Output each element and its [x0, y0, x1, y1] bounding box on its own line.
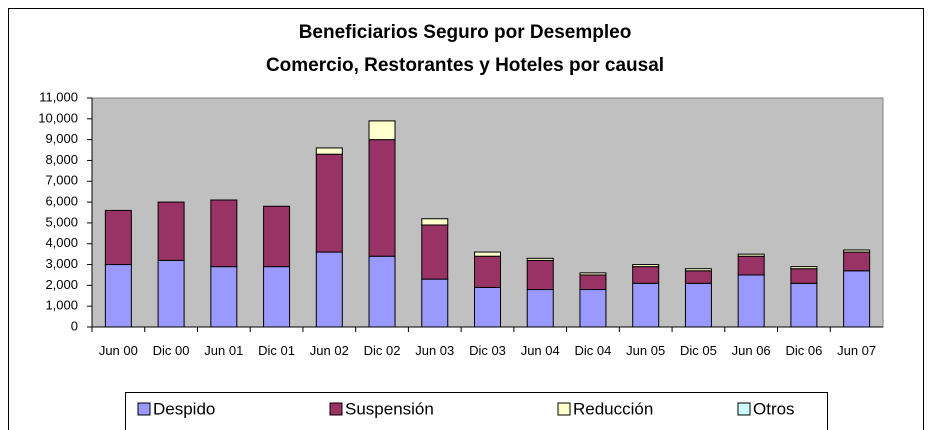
- bar-segment: [632, 266, 660, 284]
- y-tick-label: 10,000: [38, 110, 78, 125]
- bar-segment: [315, 147, 343, 155]
- legend-swatch: [137, 402, 151, 416]
- bar-segment: [790, 266, 818, 270]
- bar-segment: [579, 272, 607, 276]
- y-tick-label: 8,000: [45, 152, 78, 167]
- x-tick-label: Jun 00: [98, 343, 138, 358]
- chart-title: Beneficiarios Seguro por Desempleo: [299, 22, 632, 43]
- bar-segment: [421, 218, 449, 226]
- legend-label: Otros: [753, 399, 795, 418]
- bar-segment: [632, 282, 660, 328]
- bar-segment: [843, 270, 871, 328]
- bar-segment: [368, 139, 396, 257]
- bar-segment: [684, 282, 712, 328]
- bar-segment: [843, 251, 871, 272]
- bar-segment: [315, 153, 343, 253]
- legend-box: [125, 392, 828, 430]
- x-tick-label: Jun 03: [415, 343, 455, 358]
- legend-swatch: [329, 402, 343, 416]
- y-tick-label: 4,000: [45, 235, 78, 250]
- bar-segment: [737, 253, 765, 257]
- bar-segment: [579, 274, 607, 291]
- x-tick-label: Dic 05: [679, 343, 717, 358]
- bar-segment: [210, 266, 238, 328]
- bar-segment: [526, 259, 554, 291]
- bar-segment: [526, 289, 554, 328]
- bar-segment: [737, 255, 765, 276]
- legend-label: Reducción: [573, 399, 653, 418]
- bar-segment: [684, 270, 712, 284]
- bar-segment: [421, 224, 449, 280]
- bar-segment: [790, 282, 818, 328]
- x-tick-label: Jun 07: [837, 343, 877, 358]
- legend-label: Despido: [153, 399, 215, 418]
- bar-segment: [684, 268, 712, 272]
- bar-segment: [737, 274, 765, 328]
- legend-swatch: [557, 402, 571, 416]
- x-tick-label: Jun 02: [309, 343, 349, 358]
- bar-segment: [579, 289, 607, 328]
- bar-segment: [210, 199, 238, 268]
- bar-segment: [157, 259, 185, 328]
- y-tick-label: 7,000: [45, 173, 78, 188]
- chart-title: Comercio, Restorantes y Hoteles por caus…: [266, 55, 664, 76]
- bar-segment: [368, 255, 396, 328]
- y-tick-label: 3,000: [45, 256, 78, 271]
- x-tick-label: Dic 02: [363, 343, 401, 358]
- bar-segment: [368, 120, 396, 141]
- y-tick-label: 5,000: [45, 214, 78, 229]
- bar-segment: [526, 257, 554, 261]
- bar-segment: [263, 205, 291, 268]
- x-tick-label: Dic 00: [152, 343, 190, 358]
- bar-segment: [632, 264, 660, 268]
- x-tick-label: Jun 01: [204, 343, 244, 358]
- y-tick-label: 2,000: [45, 277, 78, 292]
- x-tick-label: Jun 04: [520, 343, 560, 358]
- bar-segment: [421, 278, 449, 328]
- bar-segment: [474, 251, 501, 257]
- bar-segment: [263, 266, 291, 328]
- y-tick-label: 1,000: [45, 298, 78, 313]
- bar-segment: [790, 268, 818, 284]
- legend-swatch: [737, 402, 751, 416]
- x-tick-label: Dic 03: [469, 343, 506, 358]
- bar-segment: [474, 255, 501, 288]
- bar-segment: [315, 251, 343, 328]
- legend-label: Suspensión: [345, 399, 434, 418]
- bar-segment: [104, 264, 132, 328]
- y-tick-label: 11,000: [39, 89, 78, 104]
- y-tick-label: 9,000: [45, 131, 78, 146]
- x-tick-label: Jun 05: [626, 343, 666, 358]
- y-tick-label: 0: [71, 318, 78, 333]
- bar-segment: [474, 286, 501, 328]
- bar-segment: [104, 209, 132, 266]
- y-tick-label: 6,000: [45, 194, 78, 209]
- x-tick-label: Dic 06: [785, 343, 823, 358]
- x-tick-label: Dic 04: [574, 343, 612, 358]
- x-tick-label: Dic 01: [258, 343, 295, 358]
- bar-segment: [157, 201, 185, 261]
- bar-segment: [843, 249, 871, 253]
- x-tick-label: Jun 06: [731, 343, 771, 358]
